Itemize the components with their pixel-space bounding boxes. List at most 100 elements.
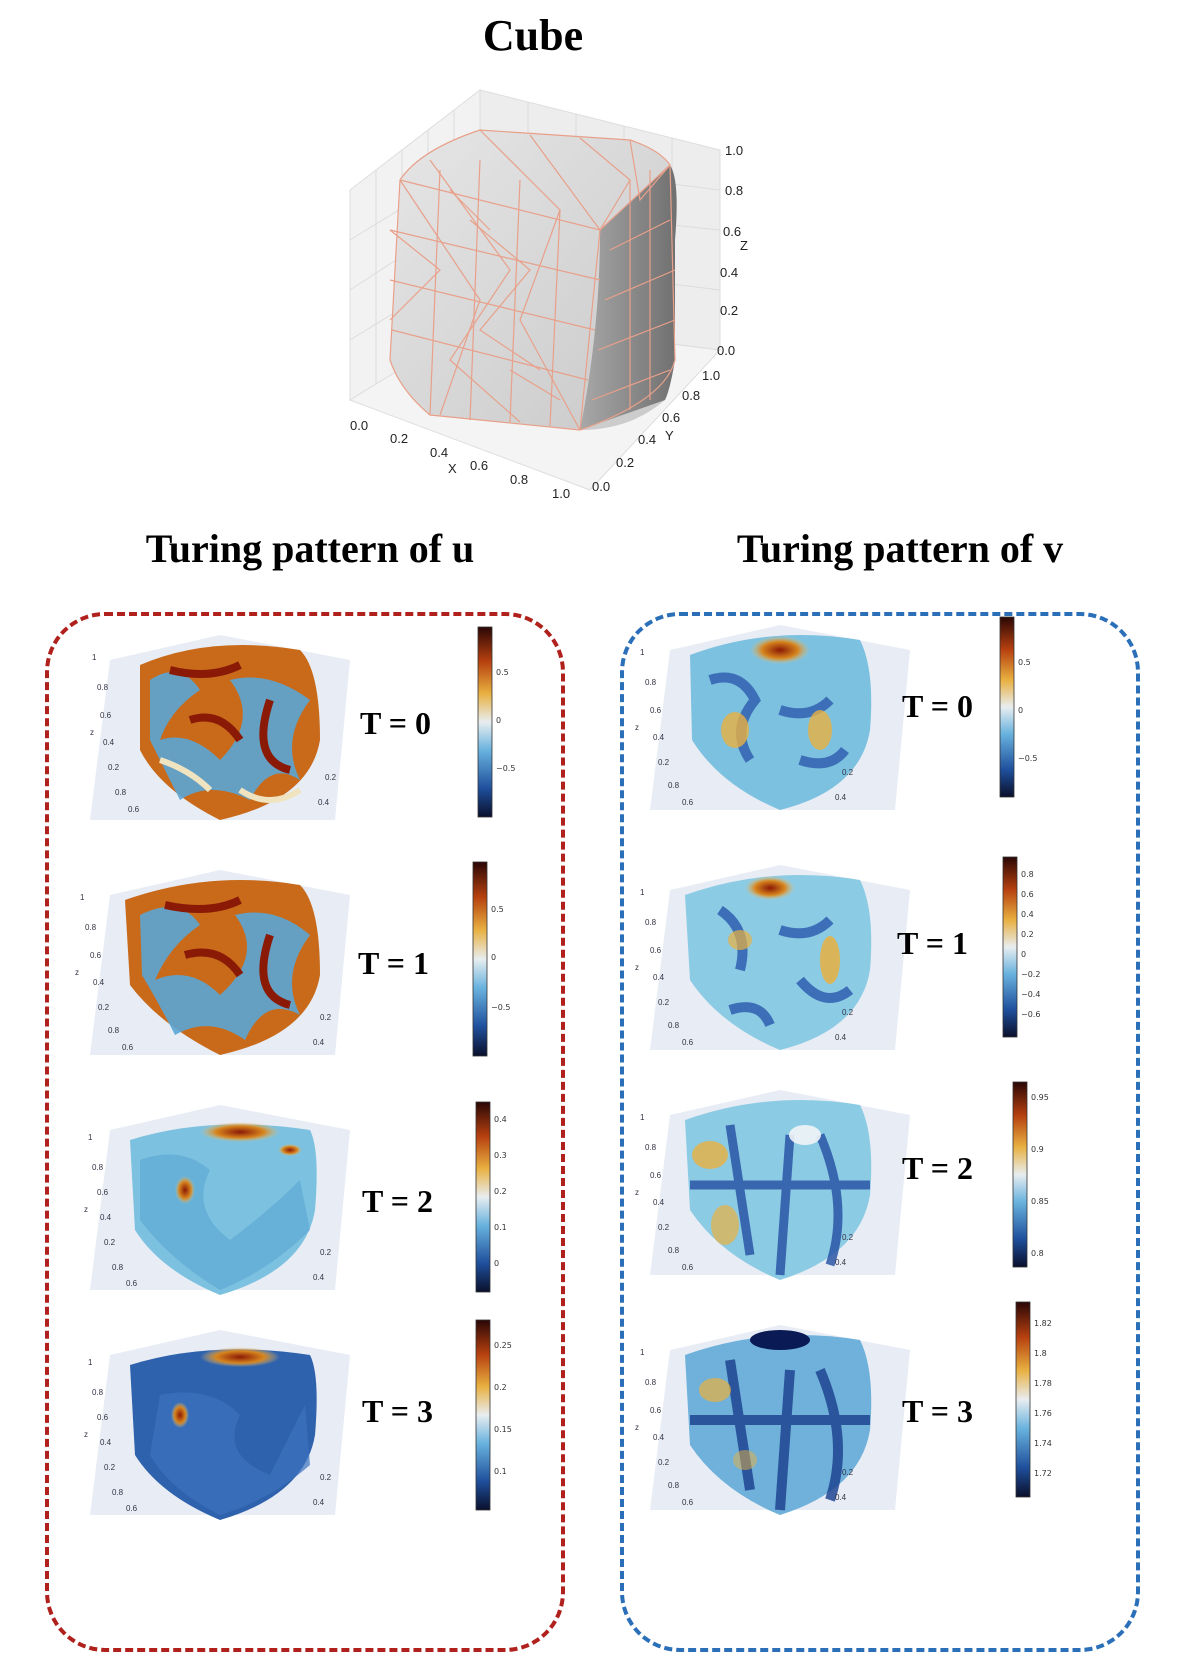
z-tick: 0.8 — [645, 678, 657, 687]
z-tick: 0.6 — [97, 1413, 109, 1422]
cube-3d-plot: 1.0 0.8 0.6 0.4 0.2 0.0 Z 1.0 0.8 0.6 0.… — [348, 88, 748, 501]
x-tick: 0.2 — [842, 1233, 854, 1242]
y-tick: 0.4 — [638, 432, 656, 447]
z-tick: 0.2 — [104, 1238, 116, 1247]
y-tick: 0.8 — [668, 1481, 680, 1490]
cb-tick: 0.2 — [494, 1187, 507, 1196]
cb-tick: 0 — [496, 716, 501, 725]
y-tick: 0.6 — [682, 798, 694, 807]
x-tick: 0.2 — [320, 1013, 332, 1022]
cb-tick: 0.1 — [494, 1223, 507, 1232]
z-tick: 0.8 — [85, 923, 97, 932]
v-panel-border — [620, 612, 1140, 1652]
cb-tick: 0.2 — [494, 1383, 507, 1392]
x-tick: 0.4 — [835, 1258, 847, 1267]
v-frame-1: 1 0.8 0.6 z 0.4 0.2 0.8 0.6 0.2 0.4 — [630, 850, 920, 1065]
z-axis-label: z — [84, 1430, 88, 1439]
cb-tick: 0.5 — [491, 905, 504, 914]
z-tick: 0.8 — [645, 918, 657, 927]
cb-tick: −0.5 — [1018, 754, 1037, 763]
x-tick: 0.2 — [325, 773, 337, 782]
cb-tick: 0.2 — [1021, 930, 1034, 939]
z-tick: 0.4 — [103, 738, 115, 747]
y-tick: 0.6 — [682, 1498, 694, 1507]
z-tick: 0.6 — [650, 1406, 662, 1415]
z-tick: 0.8 — [97, 683, 109, 692]
z-tick: 0.2 — [98, 1003, 110, 1012]
cb-tick: 0.85 — [1031, 1197, 1049, 1206]
cb-tick: 0.4 — [494, 1115, 507, 1124]
cb-tick: 0.5 — [1018, 658, 1031, 667]
u-t0-colorbar: 0.5 0 −0.5 — [477, 626, 515, 818]
z-tick: 0.8 — [645, 1378, 657, 1387]
z-axis-label: Z — [740, 238, 748, 253]
z-tick: 0.6 — [650, 1171, 662, 1180]
y-tick: 0.8 — [115, 788, 127, 797]
u-t0-label: T = 0 — [360, 705, 431, 741]
cb-tick: 0.8 — [1021, 870, 1034, 879]
u-frame-0: 1 0.8 0.6 z 0.4 0.2 0.8 0.6 0.2 0.4 — [70, 620, 360, 835]
x-tick: 0.6 — [470, 458, 488, 473]
x-tick: 0.4 — [835, 1033, 847, 1042]
x-tick: 0.4 — [835, 1493, 847, 1502]
z-tick: 0.8 — [92, 1163, 104, 1172]
z-tick: 0.6 — [100, 711, 112, 720]
v-frame-0: 1 0.8 0.6 z 0.4 0.2 0.8 0.6 0.2 0.4 — [630, 610, 920, 825]
y-tick: 0.6 — [122, 1043, 134, 1052]
x-tick: 0.4 — [430, 445, 448, 460]
z-tick: 0.6 — [90, 951, 102, 960]
cb-tick: 0.3 — [494, 1151, 507, 1160]
v-t0-label: T = 0 — [902, 688, 973, 724]
x-tick: 0.4 — [313, 1498, 325, 1507]
cb-tick: 0.95 — [1031, 1093, 1049, 1102]
z-axis-label: z — [84, 1205, 88, 1214]
z-tick: 0.2 — [720, 303, 738, 318]
v-t1-label: T = 1 — [897, 925, 968, 961]
y-tick: 0.6 — [126, 1279, 138, 1288]
z-tick: 0.4 — [93, 978, 105, 987]
z-tick: 1 — [640, 1348, 645, 1357]
z-tick: 0.0 — [717, 343, 735, 358]
cb-tick: 0.1 — [494, 1467, 507, 1476]
x-tick: 0.2 — [390, 431, 408, 446]
z-tick: 0.4 — [100, 1438, 112, 1447]
z-tick: 1 — [640, 888, 645, 897]
y-axis-label: Y — [665, 428, 674, 443]
z-tick: 0.4 — [720, 265, 738, 280]
y-tick: 0.2 — [616, 455, 634, 470]
x-tick: 0.2 — [320, 1473, 332, 1482]
z-tick: 0.8 — [725, 183, 743, 198]
y-tick: 0.8 — [668, 1021, 680, 1030]
cube-title: Cube — [482, 11, 584, 60]
cb-tick: 1.82 — [1034, 1319, 1052, 1328]
cb-tick: 0 — [1021, 950, 1026, 959]
z-tick: 1 — [88, 1133, 93, 1142]
x-tick: 0.2 — [842, 1008, 854, 1017]
z-tick: 0.2 — [104, 1463, 116, 1472]
v-t2-label: T = 2 — [902, 1150, 973, 1186]
cb-tick: 0.8 — [1031, 1249, 1044, 1258]
y-tick: 0.8 — [112, 1488, 124, 1497]
u-frame-1: 1 0.8 0.6 z 0.4 0.2 0.8 0.6 0.2 0.4 — [70, 855, 360, 1070]
z-tick: 0.4 — [653, 733, 665, 742]
y-tick: 0.6 — [128, 805, 140, 814]
y-tick: 0.8 — [668, 1246, 680, 1255]
y-tick: 0.6 — [126, 1504, 138, 1513]
z-tick: 0.4 — [653, 973, 665, 982]
x-tick: 0.4 — [313, 1038, 325, 1047]
x-tick: 0.2 — [320, 1248, 332, 1257]
x-axis-label: X — [448, 461, 457, 476]
z-tick: 0.4 — [100, 1213, 112, 1222]
z-tick: 1.0 — [725, 143, 743, 158]
z-tick: 0.2 — [658, 1458, 670, 1467]
cb-tick: −0.4 — [1021, 990, 1040, 999]
cb-tick: 0.4 — [1021, 910, 1034, 919]
cb-tick: 1.78 — [1034, 1379, 1052, 1388]
z-tick: 0.2 — [108, 763, 120, 772]
u-t2-label: T = 2 — [362, 1183, 433, 1219]
y-tick: 0.6 — [682, 1263, 694, 1272]
u-t3-colorbar: 0.25 0.2 0.15 0.1 — [475, 1319, 512, 1511]
x-tick: 0.2 — [842, 768, 854, 777]
z-tick: 1 — [88, 1358, 93, 1367]
z-tick: 1 — [92, 653, 97, 662]
